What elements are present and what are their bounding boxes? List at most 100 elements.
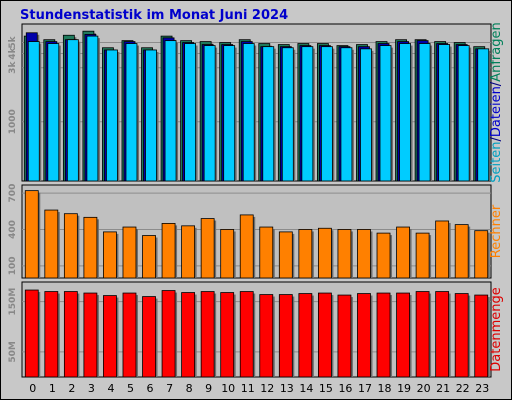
x-tick-label-4: 4 bbox=[107, 382, 114, 395]
bar-rechner-22 bbox=[454, 224, 469, 279]
x-tick-label-9: 9 bbox=[205, 382, 212, 395]
bar-seiten-22 bbox=[457, 45, 470, 182]
x-tick-label-22: 22 bbox=[456, 382, 470, 395]
bar-seiten-4 bbox=[106, 49, 118, 182]
x-tick-label-3: 3 bbox=[88, 382, 95, 395]
bar-datenmenge-13 bbox=[278, 294, 293, 378]
bar-seiten-14 bbox=[301, 46, 314, 182]
bar-seiten-0 bbox=[27, 41, 40, 182]
x-tick-label-6: 6 bbox=[147, 382, 154, 395]
x-tick-label-5: 5 bbox=[127, 382, 134, 395]
bar-seiten-3 bbox=[86, 35, 99, 182]
bar-datenmenge-14 bbox=[298, 293, 313, 378]
panel-requests-y-tick-label: 1000 bbox=[8, 109, 18, 134]
bar-seiten-6 bbox=[145, 49, 157, 182]
bar-seiten-19 bbox=[399, 43, 411, 182]
bar-rechner-4 bbox=[103, 231, 117, 279]
x-tick-label-7: 7 bbox=[166, 382, 173, 395]
x-tick-label-1: 1 bbox=[49, 382, 56, 395]
x-tick-label-20: 20 bbox=[417, 382, 431, 395]
bar-datenmenge-19 bbox=[396, 292, 410, 378]
bar-seiten-1 bbox=[47, 43, 60, 182]
bar-datenmenge-20 bbox=[415, 291, 430, 378]
bar-rechner-20 bbox=[415, 232, 430, 279]
x-tick-label-14: 14 bbox=[299, 382, 313, 395]
bar-seiten-15 bbox=[320, 46, 333, 182]
bar-datenmenge-17 bbox=[357, 293, 371, 378]
bar-datenmenge-11 bbox=[239, 291, 254, 378]
bar-rechner-9 bbox=[200, 218, 215, 279]
panel-kbytes-plot-area bbox=[21, 281, 492, 378]
bar-rechner-17 bbox=[357, 229, 371, 279]
x-tick-label-15: 15 bbox=[319, 382, 333, 395]
bar-seiten-5 bbox=[125, 43, 138, 182]
x-tick-label-21: 21 bbox=[436, 382, 450, 395]
bar-seiten-2 bbox=[66, 39, 79, 182]
panel-kbytes-y-tick-label: 150M bbox=[8, 288, 18, 316]
bar-rechner-16 bbox=[337, 229, 352, 279]
bar-seiten-9 bbox=[203, 45, 216, 182]
bar-datenmenge-3 bbox=[83, 292, 98, 378]
bar-seiten-21 bbox=[438, 44, 451, 182]
bar-datenmenge-18 bbox=[376, 292, 391, 378]
bar-datenmenge-7 bbox=[161, 290, 176, 378]
x-tick-label-17: 17 bbox=[358, 382, 372, 395]
panel-kbytes-legend-label: Datenmenge bbox=[489, 287, 504, 371]
bar-datenmenge-23 bbox=[474, 294, 489, 378]
panel-visits-y-tick-label: 100 bbox=[8, 256, 18, 275]
x-tick-label-23: 23 bbox=[475, 382, 489, 395]
bar-rechner-3 bbox=[83, 216, 98, 279]
bar-rechner-21 bbox=[435, 220, 450, 279]
panel-visits-legend-label: Rechner bbox=[489, 204, 504, 258]
bar-datenmenge-21 bbox=[435, 291, 450, 378]
bar-rechner-23 bbox=[474, 230, 489, 279]
panel-visits-y-tick-label: 700 bbox=[8, 184, 18, 203]
bar-seiten-8 bbox=[184, 43, 197, 182]
bar-datenmenge-0 bbox=[24, 289, 39, 378]
x-tick-label-8: 8 bbox=[186, 382, 193, 395]
legend-label-part: Datenmenge bbox=[489, 287, 504, 371]
bar-rechner-18 bbox=[376, 232, 391, 279]
legend-label-part: Dateien bbox=[489, 86, 504, 137]
panel-requests-y-tick-label: 5k bbox=[8, 35, 18, 48]
bar-rechner-1 bbox=[44, 209, 59, 279]
series-datenmenge bbox=[24, 289, 490, 378]
panel-requests-y-tick-label: 3k bbox=[8, 61, 18, 74]
bar-seiten-23 bbox=[477, 48, 490, 182]
panel-requests-legend-label: Seiten/Dateien/Anfragen bbox=[489, 22, 504, 182]
x-tick-label-2: 2 bbox=[68, 382, 75, 395]
bar-rechner-12 bbox=[259, 226, 274, 279]
legend-label-part: / bbox=[489, 137, 504, 142]
chart-panels: 5k4k3k1000Seiten/Dateien/Anfragen7004001… bbox=[8, 22, 504, 378]
bar-datenmenge-1 bbox=[44, 291, 59, 378]
bar-rechner-15 bbox=[317, 227, 332, 279]
bar-seiten-7 bbox=[164, 40, 177, 182]
legend-label-part: Seiten bbox=[489, 142, 504, 183]
legend-label-part: Anfragen bbox=[489, 22, 504, 82]
bar-datenmenge-9 bbox=[200, 291, 215, 378]
bar-seiten-11 bbox=[242, 43, 255, 182]
bar-datenmenge-16 bbox=[337, 294, 352, 378]
bar-datenmenge-15 bbox=[317, 292, 332, 378]
bar-datenmenge-6 bbox=[142, 296, 156, 378]
bar-seiten-13 bbox=[281, 47, 294, 182]
bar-seiten-17 bbox=[360, 48, 372, 182]
bar-rechner-19 bbox=[396, 226, 410, 279]
bar-rechner-14 bbox=[298, 229, 313, 279]
x-tick-label-0: 0 bbox=[29, 382, 36, 395]
bar-datenmenge-10 bbox=[220, 292, 235, 378]
bar-rechner-5 bbox=[122, 226, 137, 279]
bar-datenmenge-12 bbox=[259, 294, 274, 378]
panel-visits: 700 400 100 Rechner bbox=[8, 184, 504, 279]
panel-requests-plot-area bbox=[21, 23, 492, 182]
bar-rechner-0 bbox=[24, 190, 39, 279]
bar-seiten-18 bbox=[379, 45, 392, 182]
x-tick-label-19: 19 bbox=[397, 382, 411, 395]
x-tick-label-13: 13 bbox=[280, 382, 294, 395]
x-tick-label-18: 18 bbox=[378, 382, 392, 395]
series-seiten bbox=[27, 35, 491, 182]
bar-datenmenge-4 bbox=[103, 295, 117, 378]
